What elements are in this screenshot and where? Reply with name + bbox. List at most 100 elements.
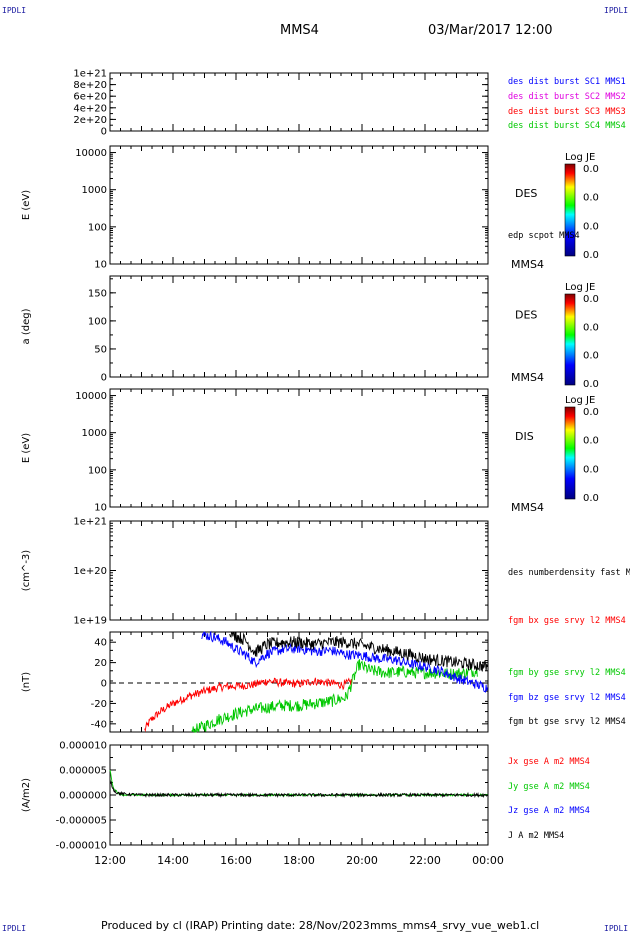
y-tick-label: -0.000010 — [56, 841, 107, 852]
corner-label-bottom-left: IPDLI — [2, 924, 27, 933]
colorbar-tick-label: 0.0 — [583, 407, 599, 418]
colorbar-tick-label: 0.0 — [583, 379, 599, 390]
x-tick-label: 14:00 — [157, 854, 189, 867]
panel-des_energy — [109, 145, 576, 265]
y-tick-label: 50 — [94, 344, 107, 355]
panel-fgm — [109, 630, 489, 733]
corner-label-top-right: IPDLI — [604, 6, 629, 15]
y-axis-label: a (deg) — [21, 308, 32, 344]
y-tick-label: 0.000005 — [59, 766, 107, 777]
colorbar-tick-label: 0.0 — [583, 294, 599, 305]
y-tick-label: -0.000005 — [56, 816, 107, 827]
colorbar-tick-label: 0.0 — [583, 493, 599, 504]
y-axis-label: (nT) — [21, 672, 32, 692]
colorbar — [564, 293, 576, 386]
series-line — [191, 659, 479, 733]
colorbar-tick-label: 0.0 — [583, 464, 599, 475]
y-tick-label: 100 — [88, 316, 107, 327]
legend-entry: edp scpot MMS4 — [508, 231, 580, 241]
legend-entry: des dist burst SC1 MMS1 — [508, 77, 626, 87]
colorbar — [564, 163, 576, 257]
legend-entry: fgm by gse srvy l2 MMS4 — [508, 668, 626, 678]
y-tick-label: 10 — [94, 503, 107, 514]
footer-printing-date: Printing date: 28/Nov/2023 — [221, 919, 370, 932]
y-tick-label: 6e+20 — [73, 92, 107, 103]
y-axis-label: E (eV) — [21, 433, 32, 463]
y-tick-label: 4e+20 — [73, 103, 107, 114]
spacecraft-label: MMS4 — [511, 258, 544, 271]
legend-entry: Jz gse A m2 MMS4 — [508, 806, 590, 816]
corner-label-bottom-right: IPDLI — [604, 924, 629, 933]
y-tick-label: 2e+20 — [73, 115, 107, 126]
y-tick-label: 100 — [88, 222, 107, 233]
datetime-title: 03/Mar/2017 12:00 — [428, 23, 553, 38]
colorbar-title: Log JE — [565, 152, 595, 163]
y-tick-label: 40 — [94, 638, 107, 649]
colorbar-tick-label: 0.0 — [583, 322, 599, 333]
colorbar-tick-label: 0.0 — [583, 351, 599, 362]
x-tick-label: 00:00 — [472, 854, 504, 867]
y-tick-label: 1e+19 — [73, 616, 107, 627]
y-tick-label: -40 — [91, 719, 107, 730]
legend-entry: Jy gse A m2 MMS4 — [508, 782, 590, 792]
legend-entry: fgm bt gse srvy l2 MMS4 — [508, 717, 626, 727]
panel-dis_energy — [109, 388, 576, 508]
y-tick-label: 0 — [101, 679, 107, 690]
footer-file-name: mms_mms4_srvy_vue_web1.cl — [370, 919, 540, 932]
y-tick-label: 10 — [94, 260, 107, 271]
spacecraft-label: MMS4 — [511, 501, 544, 514]
legend-entry: Jx gse A m2 MMS4 — [508, 757, 590, 767]
series-line — [201, 630, 488, 693]
x-tick-label: 20:00 — [346, 854, 378, 867]
y-tick-label: 0.000000 — [59, 791, 107, 802]
y-tick-label: 1e+21 — [73, 69, 107, 80]
legend-entry: des dist burst SC3 MMS3 — [508, 107, 626, 117]
y-tick-label: -20 — [91, 699, 107, 710]
colorbar-tick-label: 0.0 — [583, 250, 599, 261]
y-tick-label: 1e+21 — [73, 517, 107, 528]
legend-entry: des numberdensity fast MMS4 — [508, 568, 630, 578]
panel-current — [109, 744, 489, 846]
series-line — [109, 769, 488, 798]
y-tick-label: 1000 — [82, 428, 107, 439]
colorbar-title: Log JE — [565, 395, 595, 406]
x-tick-label: 22:00 — [409, 854, 441, 867]
instrument-label: DIS — [515, 430, 534, 443]
panel-frame — [109, 145, 489, 265]
y-tick-label: 8e+20 — [73, 80, 107, 91]
colorbar-tick-label: 0.0 — [583, 164, 599, 175]
x-tick-label: 16:00 — [220, 854, 252, 867]
corner-label-top-left: IPDLI — [2, 6, 27, 15]
y-tick-label: 0 — [101, 127, 107, 138]
instrument-label: DES — [515, 309, 537, 322]
legend-entry: des dist burst SC4 MMS4 — [508, 121, 626, 131]
series-line — [229, 631, 488, 672]
y-tick-label: 150 — [88, 288, 107, 299]
spacecraft-label: MMS4 — [511, 371, 544, 384]
y-tick-label: 0.000010 — [59, 741, 107, 752]
panel-frame — [109, 72, 489, 132]
series-line — [109, 779, 488, 799]
y-axis-label: (A/m2) — [21, 778, 32, 812]
colorbar-tick-label: 0.0 — [583, 221, 599, 232]
y-tick-label: 1000 — [82, 185, 107, 196]
legend-entry: fgm bx gse srvy l2 MMS4 — [508, 616, 626, 626]
y-tick-label: 0 — [101, 373, 107, 384]
legend-entry: des dist burst SC2 MMS2 — [508, 92, 626, 102]
panel-frame — [109, 388, 489, 508]
y-tick-label: 20 — [94, 658, 107, 669]
footer-produced-by: Produced by cl (IRAP) — [101, 919, 219, 932]
colorbar-tick-label: 0.0 — [583, 436, 599, 447]
legend-entry: fgm bz gse srvy l2 MMS4 — [508, 693, 626, 703]
y-tick-label: 10000 — [75, 391, 107, 402]
spacecraft-title: MMS4 — [280, 23, 319, 38]
instrument-label: DES — [515, 187, 537, 200]
panel-frame — [109, 275, 489, 378]
panel-burst — [109, 72, 489, 132]
y-axis-label: E (eV) — [21, 190, 32, 220]
y-tick-label: 10000 — [75, 148, 107, 159]
y-tick-label: 1e+20 — [73, 566, 107, 577]
x-tick-label: 12:00 — [94, 854, 126, 867]
panel-frame — [109, 520, 489, 621]
